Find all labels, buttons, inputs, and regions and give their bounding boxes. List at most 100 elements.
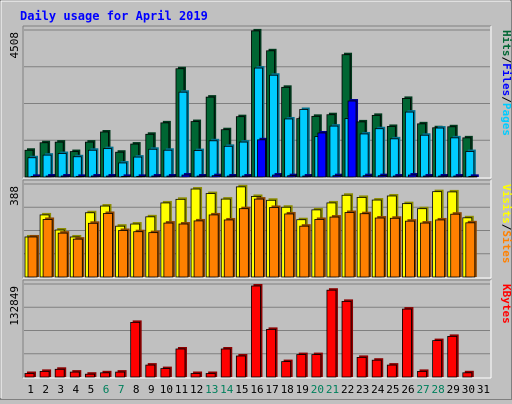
x-tick-day-31: 31 (477, 383, 490, 396)
bar-files-day-29-face (450, 137, 460, 178)
bar-files-day-19 (299, 107, 310, 178)
bar-sites-day-3-face (57, 232, 68, 278)
bar-kbytes-day-22-face (341, 300, 352, 378)
bar-files-day-15-face (238, 141, 248, 178)
bar-kbytes-day-12-face (190, 373, 201, 378)
bar-sites-day-17 (269, 205, 281, 278)
x-tick-day-1: 1 (27, 383, 34, 396)
x-tick-day-20: 20 (311, 383, 324, 396)
bar-pages-day-23-face (362, 175, 372, 178)
bar-files-day-8 (133, 155, 144, 178)
bar-files-day-10-face (163, 149, 173, 178)
bar-files-day-15 (238, 140, 250, 178)
legend-item: Sites (500, 230, 512, 263)
bar-kbytes-day-5-face (84, 373, 95, 378)
bar-pages-day-20 (317, 130, 328, 178)
bar-sites-day-20-face (314, 219, 325, 278)
bar-files-day-17-face (269, 74, 278, 178)
bar-kbytes-day-26 (402, 307, 414, 378)
bar-pages-day-27-face (423, 175, 432, 178)
bar-sites-day-18-face (284, 213, 295, 278)
bar-files-day-25 (389, 136, 401, 178)
bar-files-day-26-face (405, 111, 414, 178)
bar-pages-day-18 (287, 173, 298, 178)
bar-kbytes-day-9 (145, 363, 157, 378)
legend-hits-files-pages: Hits/Files/Pages (500, 30, 512, 136)
bar-files-day-1-face (27, 157, 37, 178)
bar-kbytes-day-22 (341, 299, 354, 378)
bar-pages-day-3 (60, 174, 72, 178)
bar-kbytes-day-18-face (281, 361, 292, 378)
bar-pages-day-12-face (196, 175, 206, 178)
bar-files-day-18 (284, 116, 295, 178)
bar-files-day-12-face (193, 150, 203, 178)
bar-pages-day-1-face (30, 175, 40, 178)
bar-pages-day-19-face (302, 175, 312, 178)
bar-sites-day-27 (420, 221, 432, 278)
bar-pages-day-12 (196, 174, 208, 178)
bar-pages-day-29-face (453, 175, 463, 178)
bar-sites-day-18 (284, 211, 296, 278)
y-max-label-kbytes: 132849 (8, 286, 21, 326)
bar-pages-day-6-shadow (108, 174, 117, 177)
bar-pages-day-10 (166, 174, 177, 178)
bar-files-day-14 (223, 144, 235, 178)
bar-files-day-25-face (389, 138, 399, 178)
bar-pages-day-26-face (408, 174, 417, 178)
bar-pages-day-3-face (60, 175, 70, 178)
bar-files-day-13-face (208, 140, 218, 178)
bar-pages-day-30-face (468, 175, 478, 178)
bar-pages-day-30-shadow (470, 174, 479, 177)
bar-sites-day-29 (450, 212, 462, 278)
bar-pages-day-6-face (106, 175, 115, 178)
bar-kbytes-day-5 (84, 372, 97, 378)
bar-kbytes-day-7 (115, 370, 127, 378)
bar-files-day-6 (103, 146, 114, 178)
bar-files-day-3 (57, 151, 69, 178)
bar-files-day-24-face (374, 128, 384, 178)
bar-sites-day-11 (178, 222, 190, 278)
bar-pages-day-8 (136, 174, 147, 178)
bar-sites-day-5 (87, 221, 100, 278)
bar-sites-day-17-face (269, 207, 279, 278)
bar-sites-day-4 (72, 237, 85, 278)
bar-files-day-13 (208, 138, 220, 178)
bar-kbytes-day-8-face (130, 321, 141, 378)
bar-pages-day-25 (392, 174, 404, 178)
bar-sites-day-10 (163, 221, 175, 278)
bar-pages-day-16 (257, 137, 268, 178)
bar-pages-day-10-face (166, 175, 176, 178)
bar-sites-day-2-face (42, 219, 53, 278)
bar-sites-day-2 (42, 217, 55, 278)
bar-sites-day-8-face (133, 231, 144, 278)
bar-sites-day-16 (254, 197, 266, 278)
bar-sites-day-5-face (87, 222, 98, 278)
bar-sites-day-16-face (254, 198, 264, 278)
bar-files-day-5 (87, 148, 99, 178)
bar-sites-day-19 (299, 224, 311, 278)
bar-kbytes-day-4-face (69, 371, 80, 378)
bar-pages-day-22-face (347, 100, 357, 178)
bar-pages-day-21 (332, 173, 343, 178)
bar-kbytes-day-12 (190, 371, 203, 378)
bar-pages-day-4-shadow (78, 174, 87, 177)
bar-pages-day-14 (226, 174, 238, 178)
bar-pages-day-15-shadow (244, 174, 253, 177)
bar-kbytes-day-4 (69, 370, 82, 378)
bar-files-day-30 (465, 149, 476, 178)
x-tick-day-4: 4 (73, 383, 80, 396)
bar-files-day-18-face (284, 118, 294, 178)
bar-files-day-27-face (420, 134, 429, 178)
bar-pages-day-7-shadow (123, 174, 132, 177)
bar-pages-day-7-face (121, 175, 130, 178)
legend-visits-sites: Visits/Sites (500, 184, 512, 264)
bar-sites-day-12-face (193, 220, 204, 278)
x-tick-day-19: 19 (296, 383, 309, 396)
bar-pages-day-28-shadow (440, 174, 449, 177)
x-tick-day-24: 24 (371, 383, 385, 396)
bar-kbytes-day-27 (417, 369, 429, 378)
bar-files-day-28 (435, 126, 446, 178)
